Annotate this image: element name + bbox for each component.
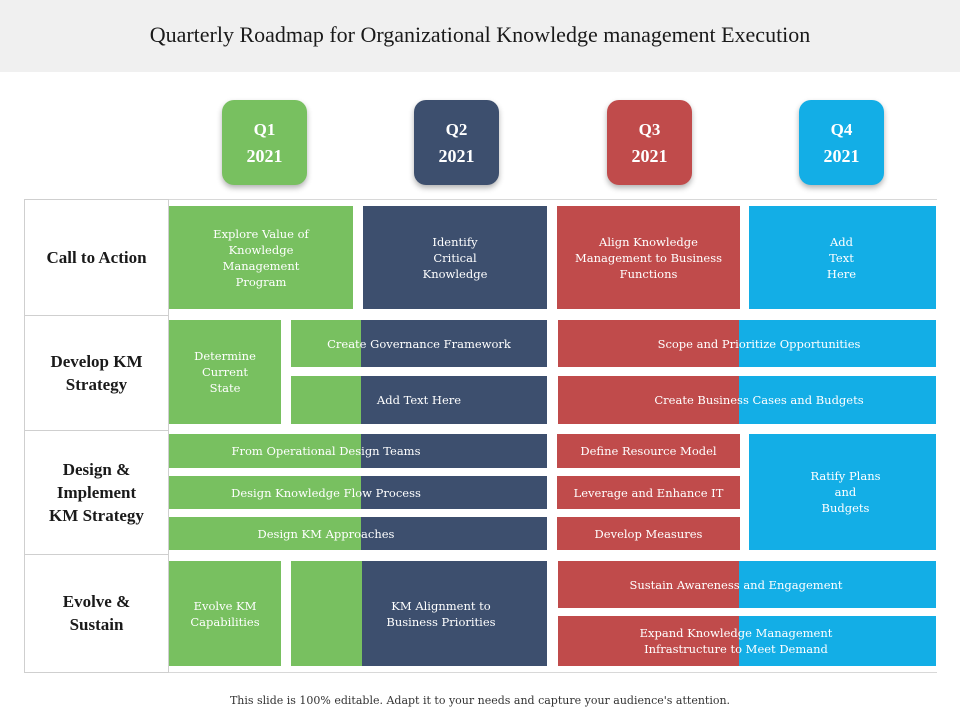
header-bar [0, 0, 960, 72]
cell-align-knowledge: Align Knowledge Management to Business F… [557, 206, 740, 309]
cell-create-governance: Create Governance Framework [291, 320, 547, 367]
footer-note: This slide is 100% editable. Adapt it to… [229, 694, 731, 707]
quarter-year: 2021 [823, 146, 860, 166]
cell-ratify-plans: Ratify Plans and Budgets [749, 434, 936, 550]
cell-expand-infrastructure: Expand Knowledge Management Infrastructu… [558, 616, 936, 666]
cell-operational-design: From Operational Design Teams [169, 434, 547, 468]
cell-design-approaches: Design KM Approaches [169, 517, 547, 550]
row-labels-column: Call to Action Develop KM Strategy Desig… [24, 199, 169, 673]
cell-scope-prioritize: Scope and Prioritize Opportunities [558, 320, 936, 367]
cell-resource-model: Define Resource Model [557, 434, 740, 468]
cell-create-business-cases: Create Business Cases and Budgets [558, 376, 936, 424]
grid-line [169, 672, 937, 673]
cell-develop-measures: Develop Measures [557, 517, 740, 550]
cell-sustain-awareness: Sustain Awareness and Engagement [558, 561, 936, 608]
quarter-badge-q3: Q3 2021 [607, 100, 692, 185]
cell-evolve-capabilities: Evolve KM Capabilities [169, 561, 281, 666]
quarter-label: Q3 [638, 120, 661, 139]
quarter-label: Q2 [445, 120, 468, 139]
quarter-year: 2021 [246, 146, 283, 166]
cell-add-text-here: Add Text Here [291, 376, 547, 424]
quarter-badge-q1: Q1 2021 [222, 100, 307, 185]
row-label-call-to-action: Call to Action [25, 200, 168, 316]
quarter-badge-q4: Q4 2021 [799, 100, 884, 185]
quarter-year: 2021 [438, 146, 475, 166]
row-label-design-implement: Design & Implement KM Strategy [25, 430, 168, 555]
cell-explore-value: Explore Value of Knowledge Management Pr… [169, 206, 353, 309]
row-label-evolve-sustain: Evolve & Sustain [62, 592, 131, 634]
cell-design-flow: Design Knowledge Flow Process [169, 476, 547, 509]
cell-km-alignment: KM Alignment to Business Priorities [291, 561, 547, 666]
quarter-label: Q4 [830, 120, 853, 139]
cell-leverage-it: Leverage and Enhance IT [557, 476, 740, 509]
cell-determine-state: Determine Current State [169, 320, 281, 424]
row-label-develop-km: Develop KM Strategy [25, 315, 168, 431]
quarter-badge-q2: Q2 2021 [414, 100, 499, 185]
page-title: Quarterly Roadmap for Organizational Kno… [149, 22, 811, 47]
cell-identify-critical: Identify Critical Knowledge [363, 206, 547, 309]
cell-add-text-q4: Add Text Here [749, 206, 936, 309]
quarter-year: 2021 [631, 146, 668, 166]
quarter-label: Q1 [253, 120, 276, 139]
grid-line [169, 199, 937, 200]
